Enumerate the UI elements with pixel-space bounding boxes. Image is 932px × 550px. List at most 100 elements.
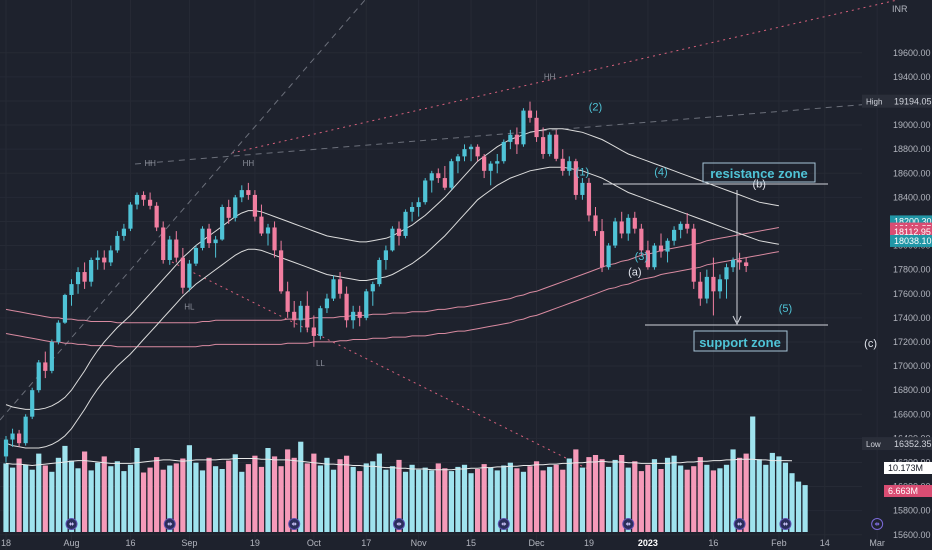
volume-bar (239, 471, 245, 532)
volume-bar (226, 460, 232, 532)
candle-body (521, 110, 526, 145)
volume-bar (514, 468, 520, 532)
event-marker-glyph (167, 521, 173, 527)
volume-bar (795, 481, 802, 532)
candle-body (252, 194, 257, 217)
candle-body (30, 390, 35, 417)
volume-bar (213, 466, 219, 532)
volume-bar (579, 467, 585, 532)
candle-body (82, 272, 87, 282)
volume-bar (180, 458, 186, 532)
volume-bar (232, 454, 238, 532)
resistance-zone-box (702, 162, 816, 183)
candle-body (89, 260, 94, 282)
candle-body (639, 228, 644, 251)
candle-body (730, 260, 736, 268)
wave-label: (c) (864, 338, 877, 350)
volume-bar (599, 459, 605, 532)
candle-body (292, 311, 297, 321)
currency-label: INR (892, 4, 908, 14)
candle-body (161, 227, 166, 261)
volume-bar (298, 441, 304, 532)
volume-bar (82, 451, 88, 532)
time-tick-label: 19 (584, 538, 594, 548)
candle-body (626, 217, 631, 234)
annotations: HH HHHLLLHH(1)(2)(3)(4)(5)(a)(b)(c)resist… (144, 72, 877, 368)
price-tick-label: 18600.00 (893, 168, 931, 178)
price-tick-label: 19000.00 (893, 120, 931, 130)
volume-bar (612, 459, 618, 532)
time-tick-label: Mar (869, 538, 885, 548)
time-tick-label: Sep (181, 538, 197, 548)
volume-bar (756, 459, 762, 532)
candle-body (541, 137, 546, 154)
candle-body (514, 134, 519, 145)
volume-bar (154, 457, 160, 532)
volume-bar (285, 449, 291, 532)
candle-body (69, 284, 74, 295)
volume-bar (540, 470, 546, 532)
candle-body (737, 260, 742, 263)
volume-bar (520, 471, 527, 532)
candle-body (115, 235, 120, 251)
time-tick-label: 15 (466, 538, 476, 548)
volume-bar (638, 471, 644, 532)
volume-bar (95, 462, 101, 532)
support-zone-box (693, 330, 788, 352)
volume-bar (389, 466, 396, 532)
candle-body (174, 239, 179, 258)
volume-bar (769, 452, 775, 532)
candle-body (560, 158, 565, 171)
volume-bar (678, 465, 684, 532)
trendline-diagonal-gray (0, 0, 366, 421)
volume-bar (36, 453, 42, 532)
volume-bar (304, 463, 310, 532)
price-badge (890, 225, 932, 238)
candle-body (200, 228, 205, 248)
volume-bar (167, 465, 173, 532)
volume-bar (573, 449, 579, 532)
volume-bar (448, 471, 454, 532)
time-axis[interactable]: 18 Aug 16 Sep 19 Oct 17 Nov 15 Dec 19 2023 16 Feb 14 Ma… (1, 538, 885, 548)
candle-body (390, 228, 395, 251)
candle-body (449, 161, 454, 188)
event-marker-glyph (737, 521, 743, 527)
wave-label: (1) (576, 167, 589, 179)
candle-body (645, 250, 650, 268)
volume-bar (376, 453, 382, 532)
candle-body (593, 215, 598, 232)
volume-bar (802, 485, 808, 532)
event-markers[interactable] (65, 518, 884, 530)
volume-bar (108, 466, 114, 532)
time-tick-label: 16 (708, 538, 718, 548)
volume-bar (258, 466, 265, 532)
event-marker-glyph (396, 521, 402, 527)
volume-bar (743, 453, 749, 532)
volume-bar (619, 455, 625, 532)
volume-bar (586, 457, 592, 532)
candle-body (717, 279, 723, 292)
volume-bar (789, 473, 795, 532)
volume-bar (435, 463, 441, 532)
volume-badge (884, 485, 932, 497)
volume-bar (127, 464, 134, 532)
time-tick-label: 16 (125, 538, 135, 548)
candle-body (724, 267, 729, 280)
volume-bar (383, 469, 389, 532)
candle-body (403, 211, 408, 236)
candle-body (220, 206, 225, 240)
time-tick-label: Aug (63, 538, 79, 548)
volume-bar (199, 470, 206, 532)
volume-bar (271, 456, 278, 532)
candles (3, 101, 749, 463)
volume-badge-value: 10.173M (888, 463, 923, 473)
candle-body (148, 199, 153, 206)
volume-badge (884, 462, 932, 474)
swing-label: HH (544, 72, 556, 81)
candle-body (134, 194, 140, 205)
high-price-badge (862, 94, 932, 108)
candle-body (3, 439, 9, 457)
candle-body (62, 294, 68, 323)
candle-body (652, 245, 657, 268)
